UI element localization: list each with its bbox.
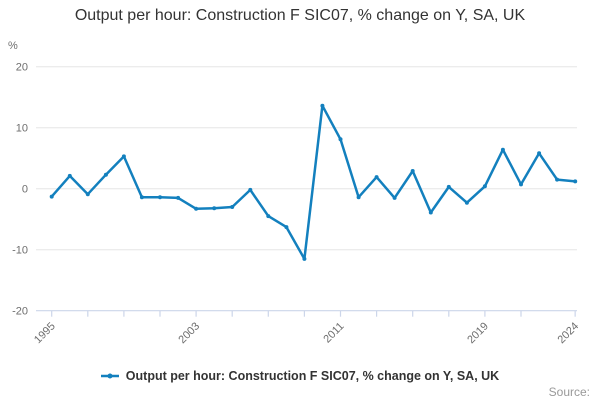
data-point-marker[interactable]: [338, 137, 343, 142]
data-point-marker[interactable]: [302, 256, 307, 261]
data-point-marker[interactable]: [103, 172, 108, 177]
data-point-marker[interactable]: [85, 192, 90, 197]
x-axis-tick-label: 2019: [465, 320, 491, 346]
y-axis-tick-label: -20: [12, 306, 28, 318]
data-point-marker[interactable]: [139, 195, 144, 200]
data-point-marker[interactable]: [428, 210, 433, 215]
y-axis-tick-label: 10: [16, 123, 28, 135]
data-point-marker[interactable]: [266, 214, 271, 219]
data-point-marker[interactable]: [49, 194, 54, 199]
data-point-marker[interactable]: [67, 173, 72, 178]
data-point-marker[interactable]: [248, 187, 253, 192]
y-axis-tick-label: -10: [12, 245, 28, 257]
data-point-marker[interactable]: [284, 225, 289, 230]
legend-series-marker-icon: [100, 371, 119, 381]
legend-item[interactable]: Output per hour: Construction F SIC07, %…: [0, 369, 600, 383]
x-axis-tick-label: 2003: [176, 320, 202, 346]
legend-label: Output per hour: Construction F SIC07, %…: [125, 369, 500, 383]
data-point-marker[interactable]: [519, 182, 523, 187]
data-point-marker[interactable]: [464, 200, 469, 205]
x-axis-tick-label: 2011: [321, 320, 346, 345]
source-label: Source:: [548, 385, 590, 399]
y-axis-unit-label: %: [8, 40, 18, 52]
data-point-marker[interactable]: [573, 179, 578, 184]
data-point-marker[interactable]: [482, 184, 487, 189]
data-point-marker[interactable]: [230, 205, 235, 209]
data-point-marker[interactable]: [555, 177, 560, 182]
data-point-marker[interactable]: [446, 184, 451, 189]
data-point-marker[interactable]: [176, 195, 181, 200]
y-axis-tick-label: 0: [22, 184, 28, 196]
y-axis-tick-label: 20: [16, 62, 28, 74]
data-point-marker[interactable]: [392, 195, 397, 200]
x-axis-tick-label: 2024: [555, 320, 581, 346]
series-line[interactable]: [50, 104, 577, 261]
data-point-marker[interactable]: [356, 195, 361, 200]
data-point-marker[interactable]: [500, 147, 505, 152]
x-axis-tick-label: 1995: [32, 320, 58, 346]
data-point-marker[interactable]: [374, 175, 379, 180]
data-point-marker[interactable]: [537, 151, 542, 156]
data-point-marker[interactable]: [212, 206, 217, 211]
data-point-marker[interactable]: [158, 195, 162, 200]
data-point-marker[interactable]: [121, 154, 126, 159]
data-point-marker[interactable]: [194, 206, 199, 211]
data-point-marker[interactable]: [410, 169, 415, 173]
data-point-marker[interactable]: [320, 103, 325, 108]
chart-title: Output per hour: Construction F SIC07, %…: [74, 7, 526, 24]
